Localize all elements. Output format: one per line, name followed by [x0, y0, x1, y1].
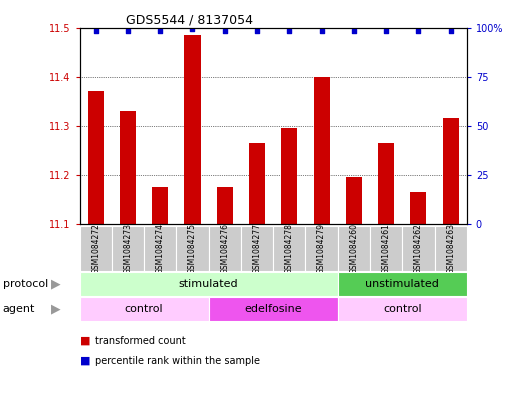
Point: [318, 28, 326, 35]
Bar: [249, 143, 265, 224]
Text: control: control: [125, 304, 163, 314]
Bar: [305, 226, 338, 271]
Text: GSM1084277: GSM1084277: [252, 223, 262, 274]
Bar: [346, 177, 362, 224]
Bar: [281, 128, 298, 224]
Text: GSM1084273: GSM1084273: [124, 223, 132, 274]
Text: GSM1084263: GSM1084263: [446, 223, 455, 274]
Text: control: control: [383, 304, 422, 314]
Text: GSM1084276: GSM1084276: [220, 223, 229, 274]
Text: percentile rank within the sample: percentile rank within the sample: [95, 356, 260, 366]
Point: [156, 28, 164, 35]
Text: protocol: protocol: [3, 279, 48, 289]
Text: GSM1084279: GSM1084279: [317, 223, 326, 274]
Text: ■: ■: [80, 336, 90, 346]
Bar: [443, 118, 459, 224]
Text: GSM1084260: GSM1084260: [349, 223, 359, 274]
Text: GDS5544 / 8137054: GDS5544 / 8137054: [126, 13, 253, 26]
Point: [415, 28, 423, 35]
Bar: [176, 226, 209, 271]
Bar: [152, 187, 168, 224]
Bar: [209, 226, 241, 271]
Bar: [435, 226, 467, 271]
Text: transformed count: transformed count: [95, 336, 186, 346]
Point: [91, 28, 100, 35]
Bar: [216, 187, 233, 224]
Bar: [88, 92, 104, 224]
Bar: [338, 226, 370, 271]
Bar: [209, 297, 338, 321]
Text: ▶: ▶: [51, 277, 61, 291]
Bar: [402, 226, 435, 271]
Bar: [120, 111, 136, 224]
Text: GSM1084272: GSM1084272: [91, 223, 100, 274]
Point: [285, 28, 293, 35]
Bar: [80, 272, 338, 296]
Text: unstimulated: unstimulated: [365, 279, 439, 289]
Point: [124, 28, 132, 35]
Bar: [338, 272, 467, 296]
Point: [221, 28, 229, 35]
Text: ▶: ▶: [51, 303, 61, 316]
Text: edelfosine: edelfosine: [244, 304, 302, 314]
Bar: [370, 226, 402, 271]
Text: GSM1084275: GSM1084275: [188, 223, 197, 274]
Bar: [338, 297, 467, 321]
Bar: [241, 226, 273, 271]
Bar: [184, 35, 201, 224]
Bar: [144, 226, 176, 271]
Point: [447, 28, 455, 35]
Text: GSM1084261: GSM1084261: [382, 223, 390, 274]
Bar: [410, 192, 426, 224]
Text: GSM1084274: GSM1084274: [156, 223, 165, 274]
Point: [253, 28, 261, 35]
Text: ■: ■: [80, 356, 90, 366]
Point: [188, 26, 196, 33]
Bar: [112, 226, 144, 271]
Bar: [378, 143, 394, 224]
Bar: [313, 77, 330, 224]
Point: [350, 28, 358, 35]
Text: GSM1084278: GSM1084278: [285, 223, 294, 274]
Text: stimulated: stimulated: [179, 279, 239, 289]
Bar: [273, 226, 305, 271]
Bar: [80, 226, 112, 271]
Text: GSM1084262: GSM1084262: [414, 223, 423, 274]
Point: [382, 28, 390, 35]
Text: agent: agent: [3, 304, 35, 314]
Bar: [80, 297, 209, 321]
